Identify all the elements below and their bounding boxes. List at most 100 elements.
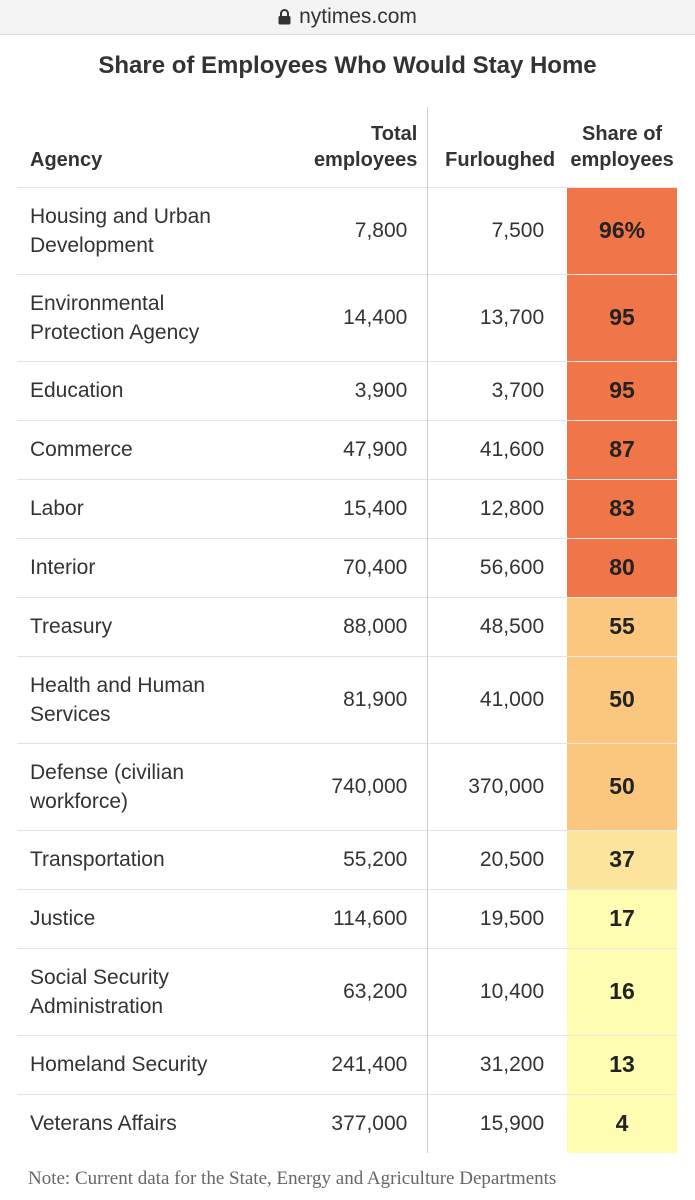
agency-cell: Commerce: [17, 419, 300, 479]
furloughed-cell: 370,000: [427, 742, 568, 830]
agency-name-line2: Development: [30, 233, 154, 257]
agency-name-line2: Administration: [30, 994, 164, 1018]
table-row: Labor 15,400 12,800 83: [17, 478, 677, 538]
share-cell: 55: [567, 596, 677, 656]
header-total-line1: Total: [371, 122, 418, 145]
furloughed-cell: 7,500: [427, 186, 568, 274]
agency-name-line1: Homeland Security: [30, 1053, 208, 1076]
share-cell: 95: [567, 360, 677, 420]
total-employees-cell: 740,000: [299, 742, 428, 830]
agency-cell: Social Security Administration: [17, 947, 300, 1035]
share-cell: 87: [567, 419, 677, 479]
agency-name-line1: Health and Human: [30, 673, 206, 697]
share-cell: 50: [567, 742, 677, 830]
agency-name-line1: Justice: [30, 907, 96, 930]
total-employees-cell: 241,400: [299, 1034, 428, 1094]
header-share-line1: Share of: [582, 122, 663, 145]
agency-cell: Labor: [17, 478, 300, 538]
page-title: Share of Employees Who Would Stay Home: [98, 52, 597, 79]
agency-cell: Health and Human Services: [17, 655, 300, 743]
total-employees-cell: 15,400: [299, 478, 428, 538]
agency-cell: Housing and Urban Development: [17, 186, 300, 274]
agency-cell: Interior: [17, 537, 300, 597]
browser-url-bar[interactable]: nytimes.com: [0, 0, 695, 35]
share-cell: 37: [567, 829, 677, 889]
furloughed-cell: 48,500: [427, 596, 568, 656]
agency-cell: Justice: [17, 888, 300, 948]
furloughed-cell: 12,800: [427, 478, 568, 538]
agency-cell: Veterans Affairs: [17, 1093, 300, 1153]
table-row: Transportation 55,200 20,500 37: [17, 829, 677, 889]
furloughed-cell: 56,600: [427, 537, 568, 597]
share-cell: 13: [567, 1034, 677, 1094]
table-row: Commerce 47,900 41,600 87: [17, 419, 677, 479]
header-furloughed: Furloughed: [427, 107, 568, 187]
agency-name-line2: workforce): [30, 789, 129, 813]
share-cell: 95: [567, 273, 677, 361]
agency-cell: Defense (civilian workforce): [17, 742, 300, 830]
table-row: Social Security Administration 63,200 10,40…: [17, 947, 677, 1035]
total-employees-cell: 81,900: [299, 655, 428, 743]
agency-name-line1: Treasury: [30, 615, 113, 638]
agency-cell: Education: [17, 360, 300, 420]
header-share-line2: employees: [570, 148, 674, 171]
agency-name-line1: Veterans Affairs: [30, 1112, 177, 1136]
table-row: Housing and Urban Development 7,800 7,500 96…: [17, 186, 677, 274]
agency-name-line1: Interior: [30, 556, 96, 579]
agency-name-line1: Education: [30, 379, 124, 402]
agency-name-line1: Housing and Urban: [30, 204, 211, 228]
header-row: Agency Total employees Furloughed Share …: [17, 107, 677, 187]
table-row: Environmental Protection Agency 14,400 13,7…: [17, 273, 677, 361]
total-employees-cell: 377,000: [299, 1093, 428, 1153]
total-employees-cell: 63,200: [299, 947, 428, 1035]
header-agency: Agency: [30, 148, 103, 171]
agency-name-line1: Environmental: [30, 291, 165, 315]
share-cell: 80: [567, 537, 677, 597]
furloughed-cell: 19,500: [427, 888, 568, 948]
agency-name-line2: Services: [30, 702, 111, 726]
furloughed-cell: 13,700: [427, 273, 568, 361]
furloughed-cell: 20,500: [427, 829, 568, 889]
share-cell: 17: [567, 888, 677, 948]
furloughed-cell: 41,600: [427, 419, 568, 479]
footnote: Note: Current data for the State, Energy…: [28, 1168, 557, 1189]
table-body: Housing and Urban Development 7,800 7,500 96…: [17, 186, 677, 1153]
table-row: Treasury 88,000 48,500 55: [17, 596, 677, 656]
total-employees-cell: 7,800: [299, 186, 428, 274]
furloughed-cell: 3,700: [427, 360, 568, 420]
total-employees-cell: 88,000: [299, 596, 428, 656]
table-row: Justice 114,600 19,500 17: [17, 888, 677, 948]
table-row: Health and Human Services 81,900 41,000 50: [17, 655, 677, 743]
header-total-line2: employees: [313, 148, 418, 171]
agency-cell: Environmental Protection Agency: [17, 273, 300, 361]
agency-table: Agency Total employees Furloughed Share …: [17, 107, 677, 1153]
agency-name-line1: Labor: [30, 497, 84, 520]
agency-cell: Homeland Security: [17, 1034, 300, 1094]
header-share: Share of employees: [567, 107, 677, 187]
agency-name-line1: Transportation: [30, 848, 165, 871]
table-row: Education 3,900 3,700 95: [17, 360, 677, 420]
furloughed-cell: 31,200: [427, 1034, 568, 1094]
agency-name-line2: Protection Agency: [30, 320, 200, 344]
total-employees-cell: 14,400: [299, 273, 428, 361]
table-row: Homeland Security 241,400 31,200 13: [17, 1034, 677, 1094]
share-cell: 83: [567, 478, 677, 538]
total-employees-cell: 70,400: [299, 537, 428, 597]
total-employees-cell: 55,200: [299, 829, 428, 889]
table-row: Defense (civilian workforce) 740,000 370,00…: [17, 742, 677, 830]
agency-name-line1: Commerce: [30, 438, 133, 461]
lock-icon: [278, 9, 291, 25]
share-cell: 16: [567, 947, 677, 1035]
agency-cell: Transportation: [17, 829, 300, 889]
total-employees-cell: 3,900: [299, 360, 428, 420]
furloughed-cell: 15,900: [427, 1093, 568, 1153]
share-cell: 50: [567, 655, 677, 743]
table-row: Veterans Affairs 377,000 15,900 4: [17, 1093, 677, 1153]
share-cell: 4: [567, 1093, 677, 1153]
total-employees-cell: 114,600: [299, 888, 428, 948]
header-total: Total employees: [300, 107, 428, 187]
agency-cell: Treasury: [17, 596, 300, 656]
furloughed-cell: 10,400: [427, 947, 568, 1035]
total-employees-cell: 47,900: [299, 419, 428, 479]
agency-name-line1: Defense (civilian: [30, 760, 185, 784]
